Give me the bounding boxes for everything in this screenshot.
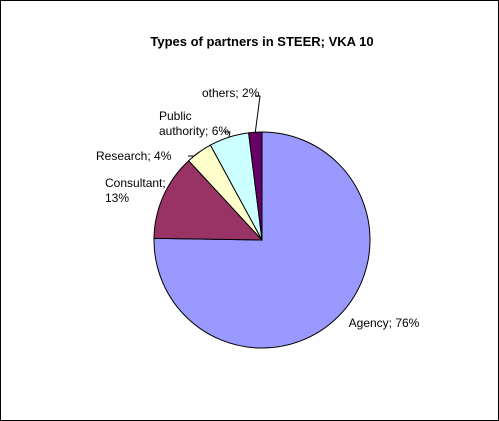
pie-slice-others	[248, 131, 263, 241]
leader-line-others	[254, 95, 261, 133]
leader-line-public-authority	[224, 131, 231, 138]
data-label-research: Research; 4%	[96, 149, 172, 163]
data-label-consultant: Consultant; 13%	[105, 176, 166, 205]
data-label-agency: Agency; 76%	[349, 316, 420, 330]
data-label-public-authority: Public authority; 6%	[159, 109, 229, 138]
chart-title: Types of partners in STEER; VKA 10	[150, 34, 373, 49]
data-label-others: others; 2%	[202, 86, 260, 100]
pie-slice-agency	[153, 131, 371, 349]
pie-slice-consultant	[153, 160, 264, 241]
leader-line-research	[188, 151, 200, 157]
